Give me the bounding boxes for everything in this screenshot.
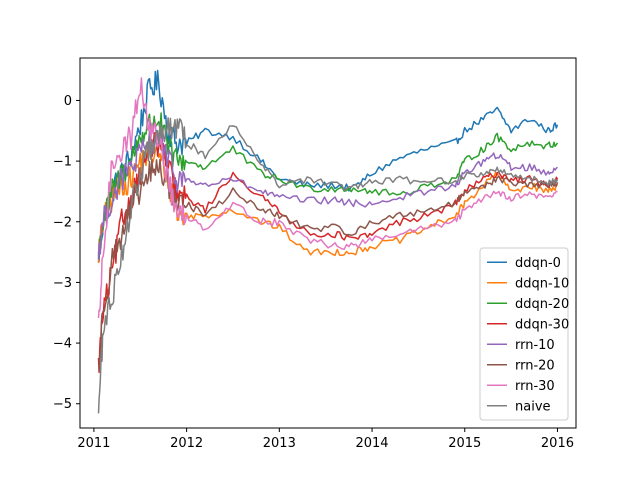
y-tick-label: −5 — [53, 397, 72, 412]
x-axis: 2011 2012 2013 2014 2015 2016 — [77, 428, 574, 451]
legend-label-ddqn-20: ddqn-20 — [515, 297, 569, 312]
legend-label-ddqn-30: ddqn-30 — [515, 317, 569, 332]
y-axis: 0 −1 −2 −3 −4 −5 — [53, 94, 80, 412]
x-tick-label: 2013 — [263, 436, 296, 451]
plot-area-frame — [79, 57, 577, 429]
series-line-rrn-20 — [98, 158, 559, 372]
y-tick-label: −4 — [53, 337, 72, 352]
x-tick-label: 2016 — [541, 436, 574, 451]
y-tick-label: −2 — [53, 215, 72, 230]
series-line-rrn-10 — [97, 130, 559, 260]
x-tick-label: 2012 — [170, 436, 203, 451]
series-line-ddqn-30 — [97, 131, 559, 374]
legend-label-ddqn-10: ddqn-10 — [515, 276, 569, 291]
y-tick-label: −1 — [53, 155, 72, 170]
series-line-rrn-30 — [97, 77, 558, 319]
y-tick-label: 0 — [64, 94, 72, 109]
legend-label-rrn-20: rrn-20 — [515, 358, 555, 373]
legend-label-rrn-10: rrn-10 — [515, 338, 555, 353]
legend-label-naive: naive — [515, 399, 551, 414]
x-tick-label: 2015 — [448, 436, 481, 451]
x-tick-label: 2014 — [355, 436, 388, 451]
legend-label-ddqn-0: ddqn-0 — [515, 256, 561, 271]
legend: ddqn-0 ddqn-10 ddqn-20 ddqn-30 rrn-10 rrn-20 r… — [479, 247, 569, 421]
series-layer — [97, 69, 559, 414]
legend-box — [479, 247, 569, 421]
series-line-ddqn-20 — [97, 112, 559, 254]
x-tick-label: 2011 — [77, 436, 110, 451]
y-tick-label: −3 — [53, 276, 72, 291]
series-line-ddqn-10 — [97, 144, 558, 264]
series-line-naive — [97, 117, 559, 414]
legend-label-rrn-30: rrn-30 — [515, 379, 555, 394]
